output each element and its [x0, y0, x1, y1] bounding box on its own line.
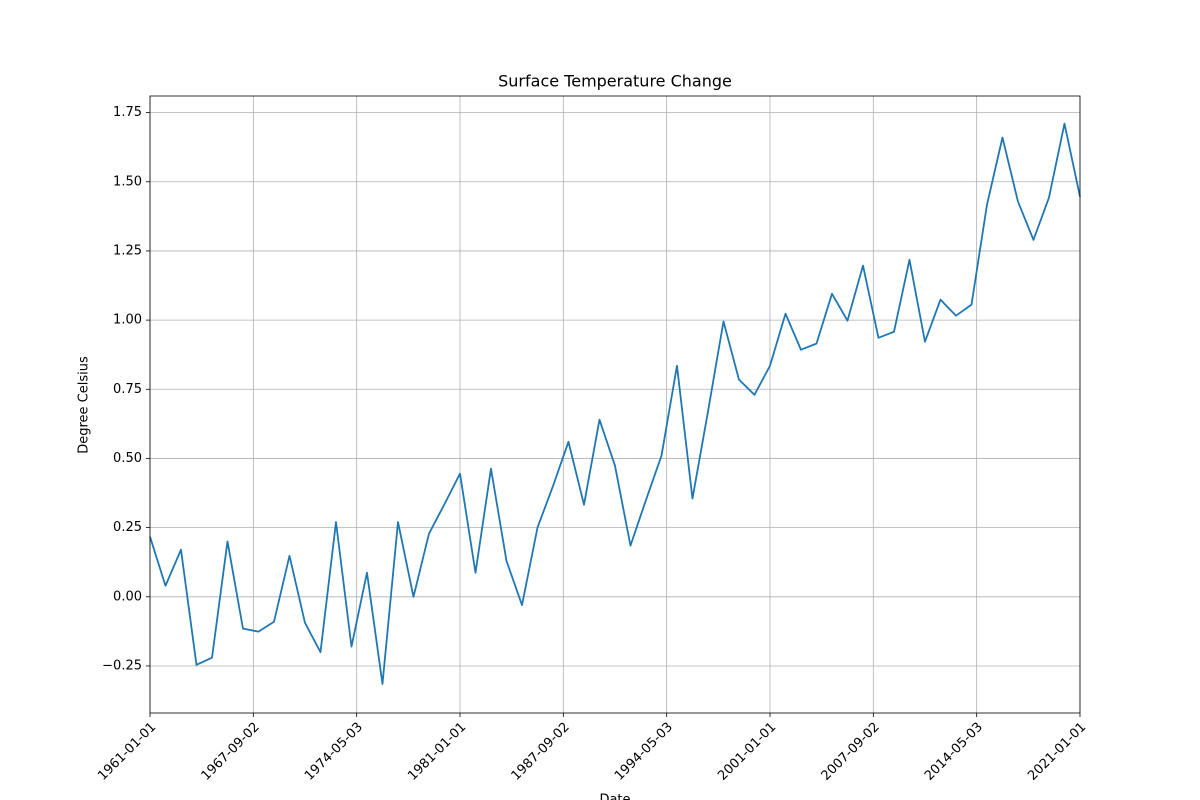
plot-frame — [149, 95, 1081, 714]
y-tick-label: 1.75 — [113, 105, 142, 120]
x-tick-label: 1961-01-01 — [95, 720, 159, 784]
x-axis-label: Date — [599, 793, 630, 800]
x-tick-label: 2007-09-02 — [819, 720, 883, 784]
y-axis-label: Degree Celsius — [77, 356, 92, 454]
x-tick-label: 1987-09-02 — [509, 720, 573, 784]
y-tick-label: 1.00 — [113, 313, 142, 328]
x-tick-label: 1967-09-02 — [199, 720, 263, 784]
y-tick-label: 1.50 — [113, 174, 142, 189]
x-tick-label: 1981-01-01 — [405, 720, 469, 784]
y-tick-label: 1.25 — [113, 243, 142, 258]
x-tick-label: 2001-01-01 — [715, 720, 779, 784]
y-tick-label: 0.00 — [113, 589, 142, 604]
y-tick-label: 0.75 — [113, 382, 142, 397]
chart-title: Surface Temperature Change — [498, 72, 732, 91]
x-tick-label: 2014-05-03 — [922, 720, 986, 784]
y-tick-label: 0.25 — [113, 520, 142, 535]
x-tick-label: 1994-05-03 — [612, 720, 676, 784]
y-tick-label: −0.25 — [102, 658, 142, 673]
x-tick-label: 1974-05-03 — [302, 720, 366, 784]
x-tick-label: 2021-01-01 — [1025, 720, 1089, 784]
y-tick-label: 0.50 — [113, 451, 142, 466]
data-line — [149, 122, 1081, 685]
